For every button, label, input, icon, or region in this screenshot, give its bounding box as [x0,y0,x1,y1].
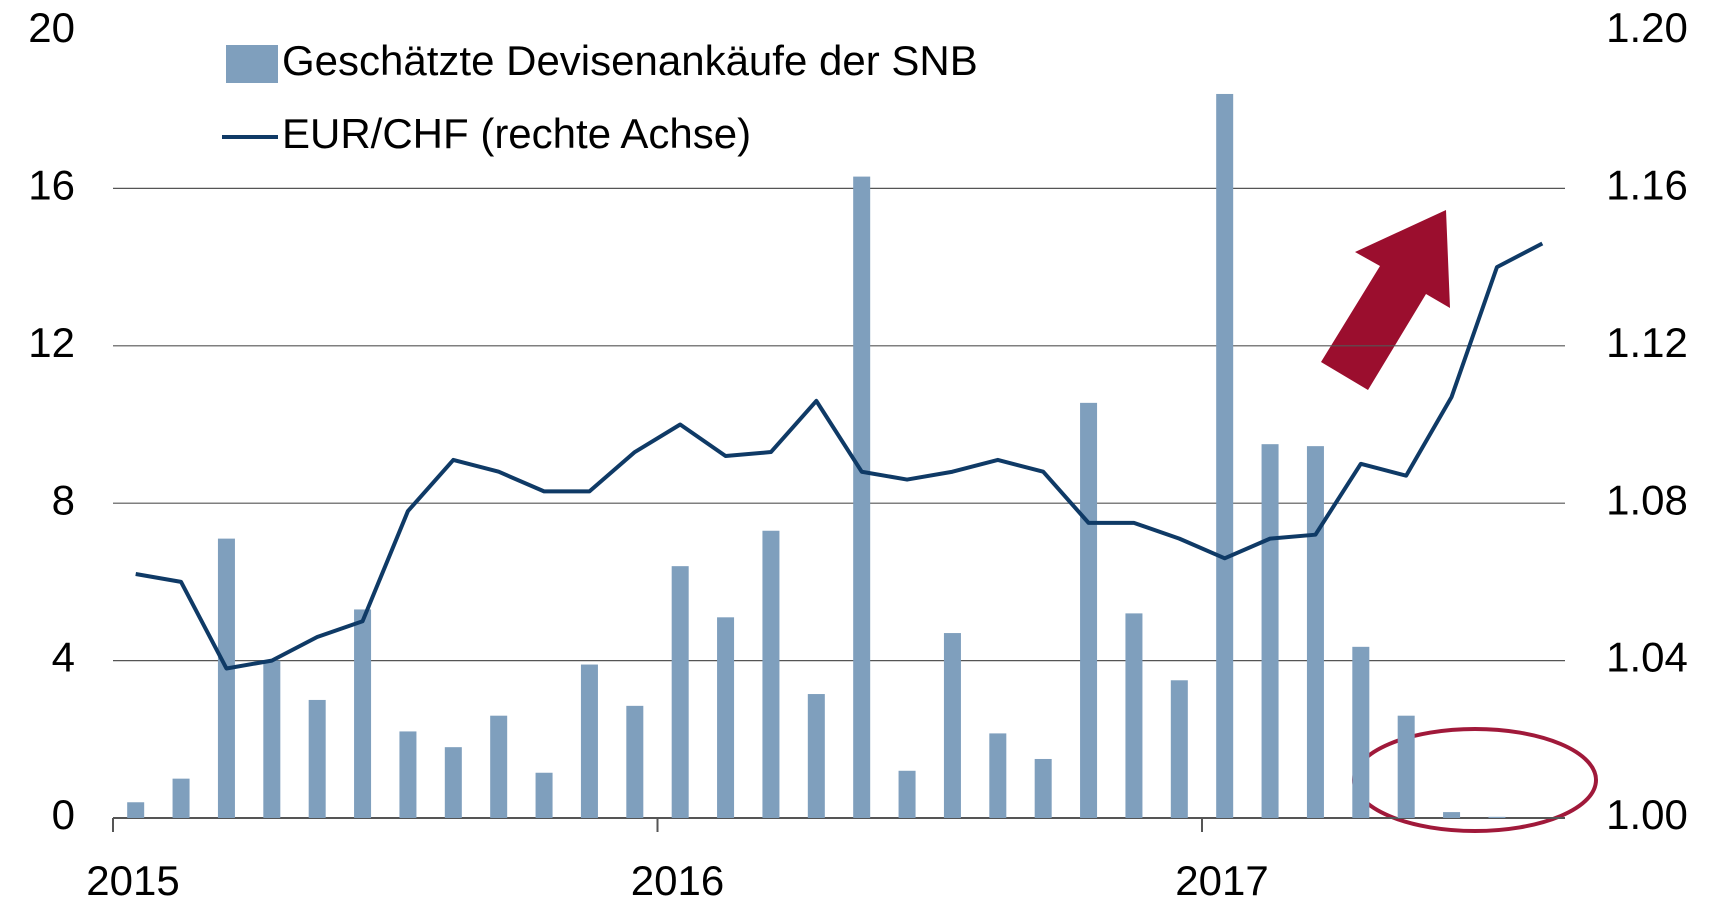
x-tick-label: 2016 [631,857,724,904]
y-tick-label: 20 [28,4,75,51]
x-tick-label: 2015 [86,857,179,904]
bar [898,770,916,818]
bar [1034,758,1052,818]
bar [263,660,281,818]
y-tick-label: 8 [52,476,75,523]
bar [762,530,780,818]
legend-label: EUR/CHF (rechte Achse) [282,110,751,157]
bar [1216,93,1234,818]
legend-swatch [226,45,278,83]
line [135,241,1544,671]
bar [1170,680,1188,818]
y2-tick-label: 1.08 [1606,476,1688,523]
y-tick-label: 0 [52,791,75,838]
bar [399,731,417,818]
bar [807,694,825,818]
bar [1352,646,1370,818]
bar [989,733,1007,818]
bar [1397,715,1415,818]
bar [1261,444,1279,818]
bar [1080,402,1098,818]
y2-tick-label: 1.16 [1606,161,1688,208]
bar [444,747,462,818]
highlight-ellipse [1352,727,1598,833]
bar [1443,812,1461,818]
bar [626,705,644,818]
y2-tick-label: 1.20 [1606,4,1688,51]
bar [490,715,508,818]
bar [580,664,598,818]
y-tick-label: 12 [28,319,75,366]
y2-tick-label: 1.12 [1606,319,1688,366]
bar [217,538,235,818]
y2-tick-label: 1.00 [1606,791,1688,838]
bar [354,609,372,818]
bar [1125,613,1143,818]
y-tick-label: 4 [52,634,75,681]
bar [943,633,961,818]
bar [853,176,871,819]
bar [172,778,190,818]
bar [308,699,326,818]
legend-label: Geschätzte Devisenankäufe der SNB [282,37,978,84]
bar [717,617,735,818]
y2-tick-label: 1.04 [1606,634,1688,681]
bar [671,566,689,818]
bar [127,802,145,818]
bar [535,772,553,818]
bar [1488,816,1506,818]
bar [1306,446,1324,818]
y-tick-label: 16 [28,161,75,208]
trend-arrow [1321,210,1450,390]
x-tick-label: 2017 [1175,857,1268,904]
